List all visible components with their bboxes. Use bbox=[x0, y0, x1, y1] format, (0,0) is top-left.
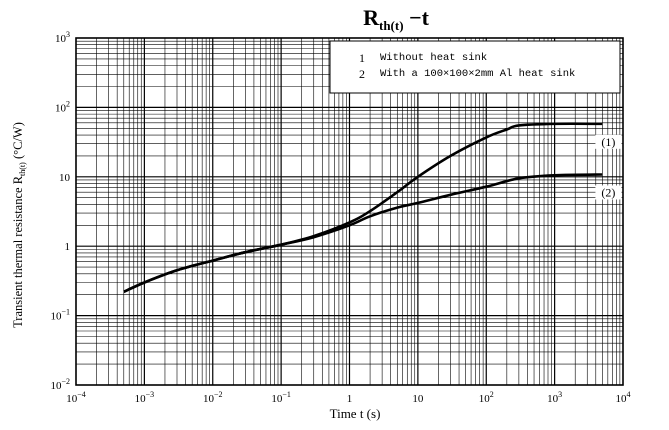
tick-labels: 10−4 10−3 10−2 10−1 1 10 102 103 104 10−2 10−1 1 10 1… bbox=[50, 30, 630, 405]
y-axis-label: Transient thermal resistance Rth(t) (°C/… bbox=[11, 122, 27, 328]
legend-label-2: With a 100×100×2mm Al heat sink bbox=[380, 68, 575, 80]
y-tick-label: 1 bbox=[65, 241, 71, 253]
y-tick-label: 10−1 bbox=[50, 308, 70, 323]
x-tick-label: 1 bbox=[347, 393, 353, 405]
grid bbox=[76, 38, 623, 385]
chart-title: Rth(t) −t bbox=[363, 5, 429, 33]
x-tick-label: 10−1 bbox=[271, 390, 291, 405]
legend-label-1: Without heat sink bbox=[380, 52, 487, 64]
y-axis-label-main: Transient thermal resistance R bbox=[11, 175, 25, 328]
x-tick-label: 10 bbox=[412, 393, 424, 405]
y-tick-label: 102 bbox=[55, 99, 70, 114]
x-tick-label: 103 bbox=[547, 390, 562, 405]
series-label-1: (1) bbox=[601, 135, 615, 149]
legend-number-1: 1 bbox=[359, 51, 365, 65]
x-tick-label: 102 bbox=[479, 390, 494, 405]
x-tick-label: 10−3 bbox=[135, 390, 155, 405]
y-tick-label: 103 bbox=[55, 30, 70, 45]
y-tick-label: 10 bbox=[59, 172, 71, 184]
x-tick-label: 10−4 bbox=[66, 390, 86, 405]
y-axis-label-subscript: th(t) bbox=[18, 162, 27, 176]
plot-frame bbox=[75, 37, 624, 386]
x-tick-label: 104 bbox=[616, 390, 631, 405]
series-label-bg bbox=[595, 134, 622, 149]
chart-title-subscript: th(t) bbox=[379, 18, 404, 33]
legend: 1 Without heat sink 2 With a 100×100×2mm… bbox=[329, 40, 621, 94]
series-layer: (1) (2) bbox=[123, 122, 622, 293]
legend-box bbox=[329, 40, 621, 94]
chart-title-rest: −t bbox=[404, 5, 430, 30]
series-line-1 bbox=[123, 122, 603, 293]
legend-number-2: 2 bbox=[359, 67, 365, 81]
series-label-2: (2) bbox=[601, 185, 615, 199]
chart-title-main: R bbox=[363, 5, 380, 30]
series-line-2 bbox=[123, 173, 603, 293]
x-tick-label: 10−2 bbox=[203, 390, 223, 405]
series-label-bg bbox=[595, 185, 622, 200]
y-axis-label-unit: (°C/W) bbox=[11, 122, 25, 162]
x-axis-label: Time t (s) bbox=[330, 406, 381, 421]
y-tick-label: 10−2 bbox=[50, 377, 70, 392]
